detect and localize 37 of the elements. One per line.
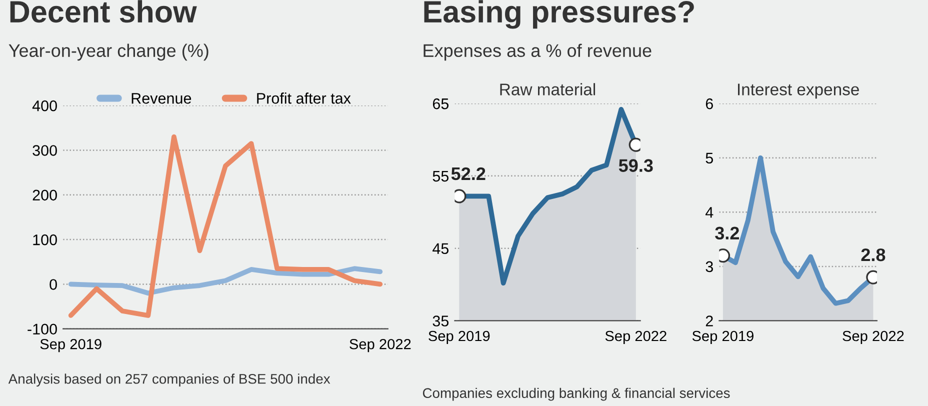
line-series (68, 134, 383, 318)
y-tick-label: 65 (432, 98, 449, 110)
data-label: 2.8 (861, 248, 886, 262)
y-tick-label: 2 (706, 316, 713, 326)
y-tick-label: 0 (50, 279, 57, 290)
chart-title: Decent show (10, 0, 197, 23)
y-tick-label: 45 (432, 243, 449, 254)
chart-title: Raw material (500, 83, 596, 96)
chart-subtitle: Year-on-year change (%) (8, 44, 208, 61)
y-tick-label: 100 (33, 234, 57, 246)
x-tick-label: Sep 2019 (40, 338, 102, 352)
data-label: 52.2 (451, 167, 486, 180)
y-tick-label: 3 (706, 261, 713, 272)
x-tick-label: Sep 2019 (428, 330, 490, 344)
line-series (68, 266, 383, 296)
text: Analysis based on 257 companies of BSE 500 index (8, 374, 330, 387)
y-tick-label: 400 (32, 100, 57, 112)
y-tick-label: 5 (706, 152, 714, 164)
y-tick-label: 200 (32, 190, 57, 201)
legend-label: Profit after tax (257, 92, 351, 104)
x-tick-label: Sep 2022 (350, 338, 411, 352)
y-tick-label: 55 (432, 170, 449, 182)
y-tick-label: 4 (706, 207, 714, 218)
x-tick-label: Sep 2022 (605, 330, 666, 344)
y-tick-label: -100 (28, 324, 57, 335)
y-tick-label: 300 (32, 145, 57, 156)
legend-label: Revenue (132, 93, 192, 104)
chart-title: Interest expense (738, 84, 859, 99)
text: Expenses as a % of revenue (424, 44, 652, 61)
text: Companies excluding banking & financial services (422, 388, 730, 401)
data-label: 59.3 (618, 159, 653, 172)
text: Easing pressures? (424, 0, 694, 29)
y-tick-label: 6 (706, 98, 713, 110)
y-tick-label: 35 (432, 316, 449, 326)
x-tick-label: Sep 2019 (692, 330, 754, 344)
x-tick-label: Sep 2022 (842, 330, 904, 344)
data-label: 3.2 (715, 226, 739, 240)
